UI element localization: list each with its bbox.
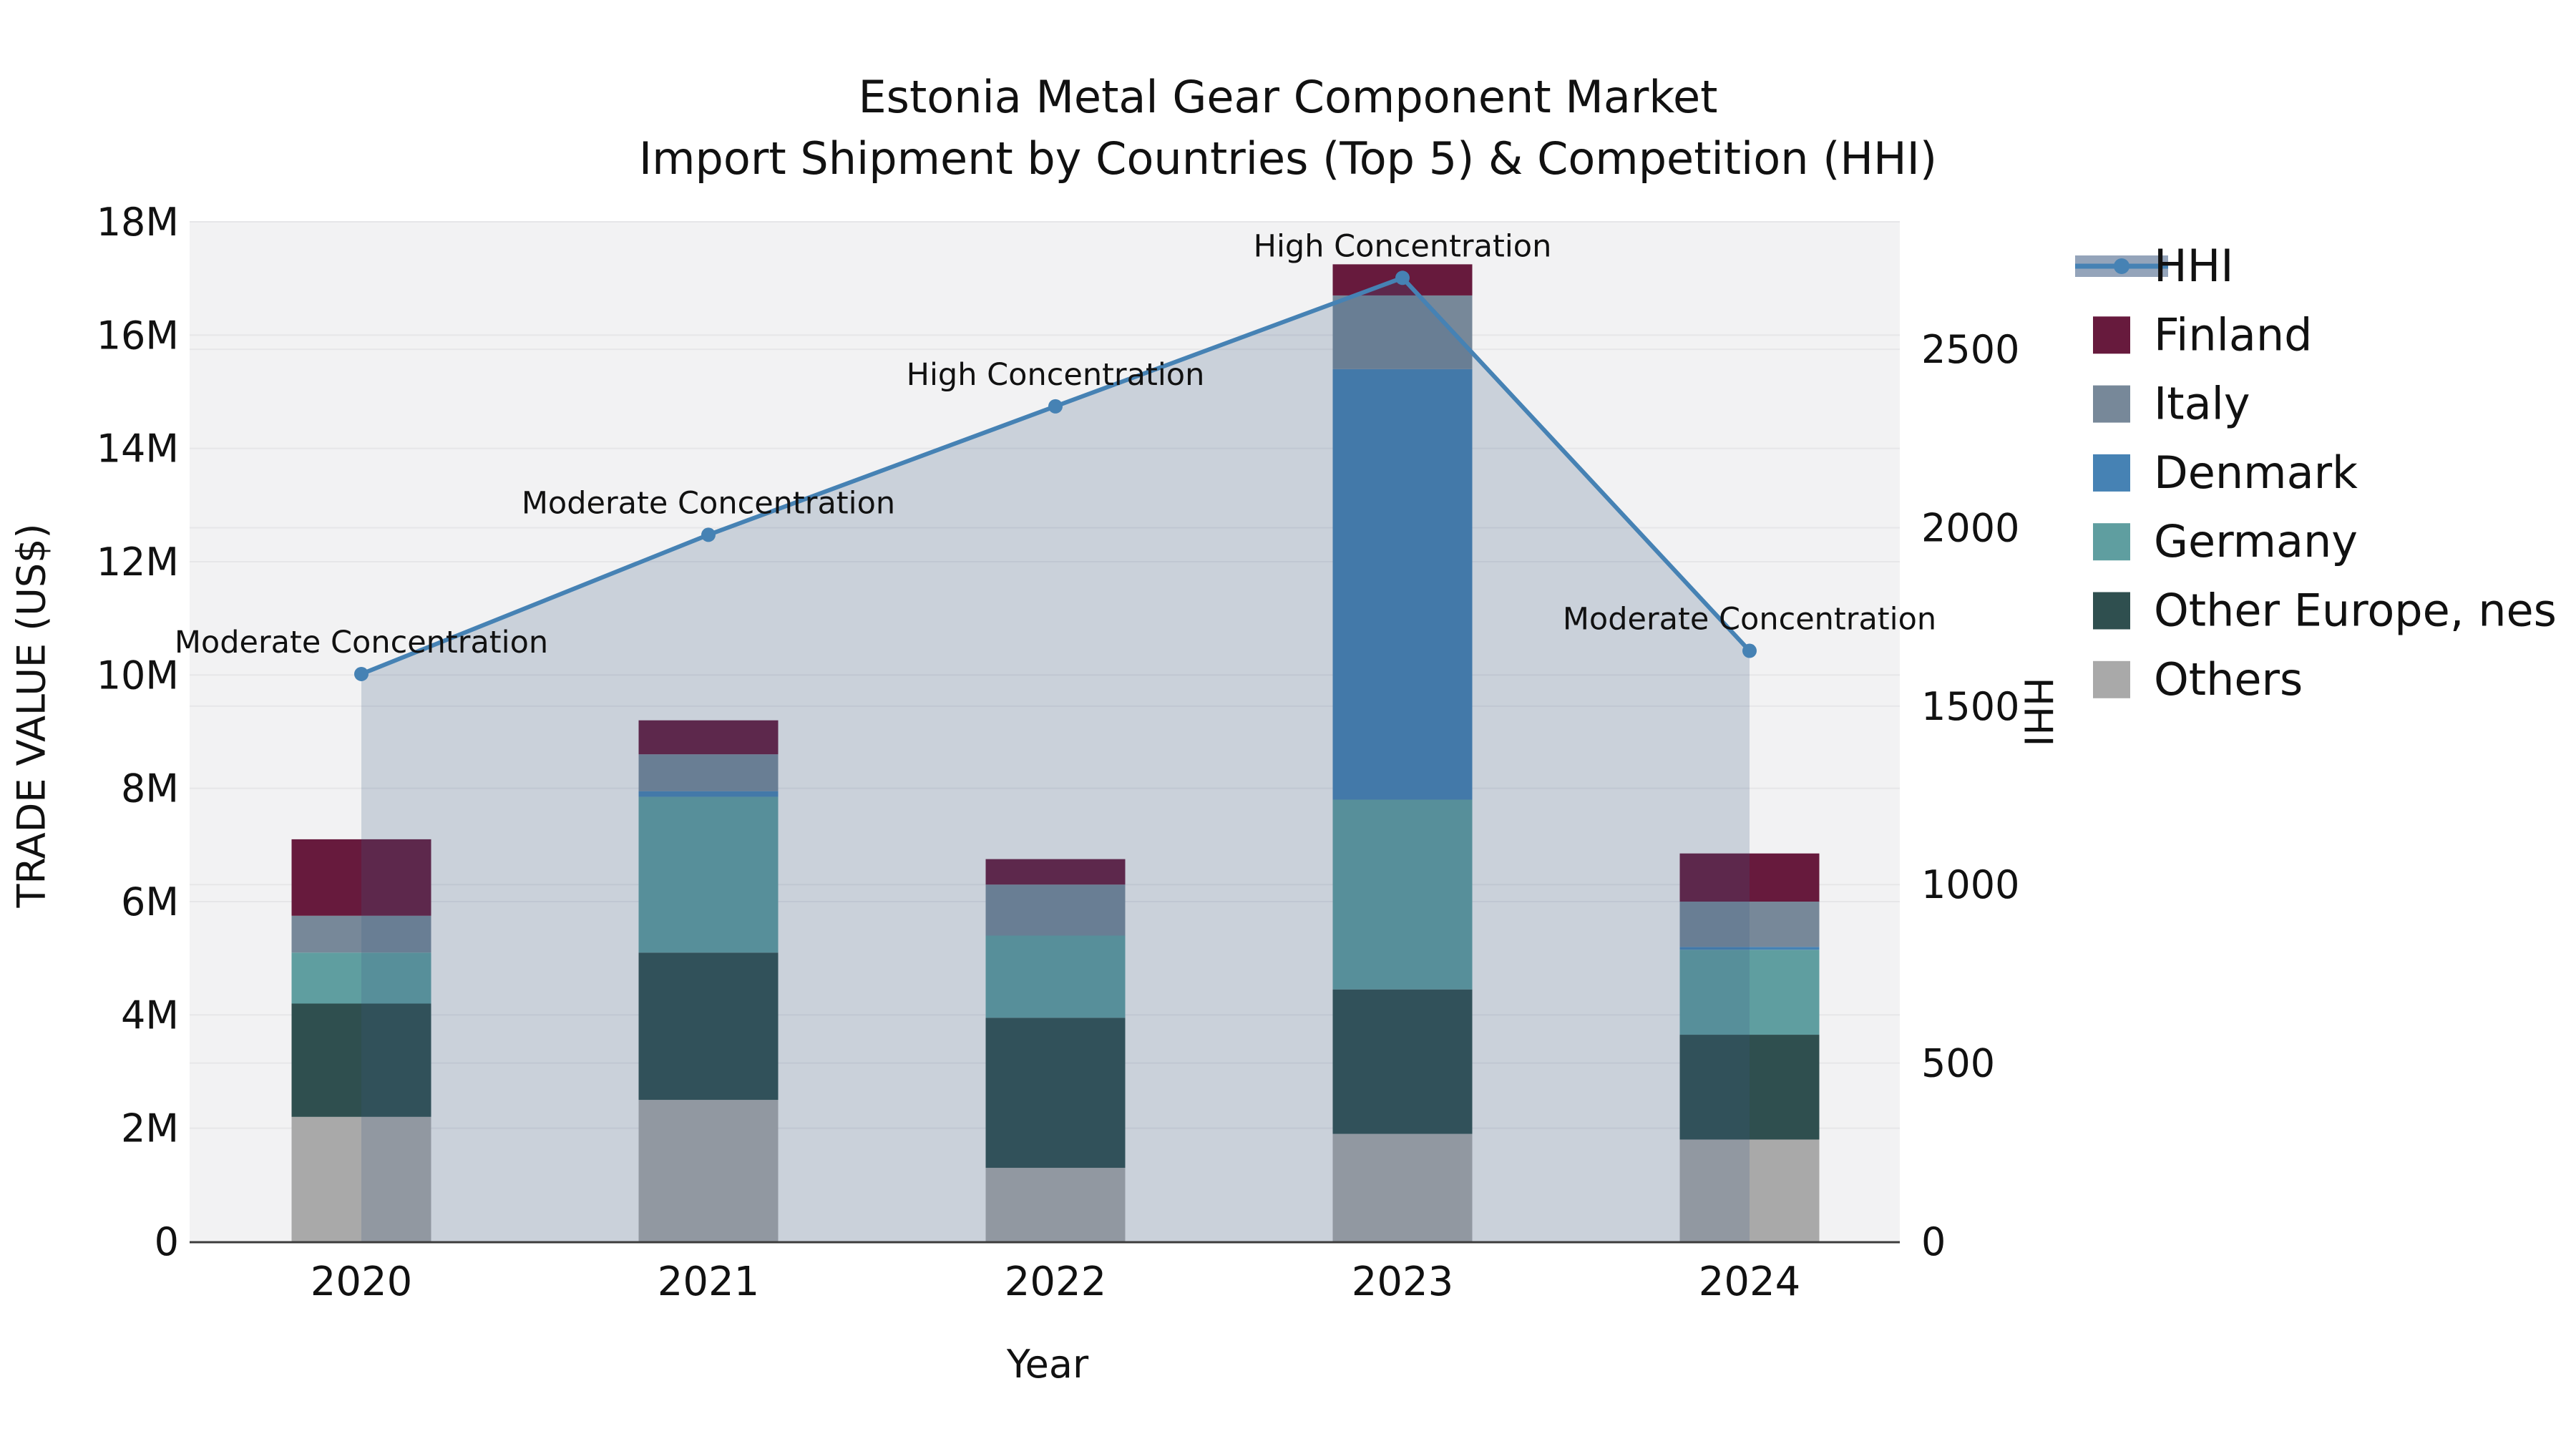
legend-item-germany: Germany	[2093, 515, 2358, 567]
right-tick-0: 0	[1921, 1219, 1946, 1264]
bar-segment-other-europe-nes-2022	[985, 1018, 1126, 1169]
left-tick-16M: 16M	[97, 313, 179, 358]
annotations: Moderate Concentration Moderate Concentra…	[175, 228, 1936, 660]
bar-segment-others-2022	[985, 1168, 1126, 1241]
bar-segment-others-2020	[291, 1116, 431, 1241]
bar-segment-germany-2022	[985, 935, 1126, 1018]
legend-swatch-other-europe-nes	[2093, 592, 2130, 630]
x-tick-2023: 2023	[1352, 1259, 1454, 1305]
right-tick-500: 500	[1921, 1041, 1995, 1086]
legend-item-finland: Finland	[2093, 308, 2313, 361]
bar-segment-italy-2023	[1332, 295, 1473, 369]
legend-item-others: Others	[2093, 653, 2303, 706]
hhi-marker-2024	[1742, 643, 1757, 658]
left-tick-2M: 2M	[121, 1106, 179, 1151]
legend-label-denmark: Denmark	[2154, 447, 2358, 499]
bar-segment-finland-2022	[985, 859, 1126, 885]
legend-item-italy: Italy	[2093, 378, 2250, 430]
bar-segment-others-2023	[1332, 1133, 1473, 1241]
bar-segment-germany-2024	[1679, 950, 1820, 1035]
legend-label-others: Others	[2154, 653, 2303, 706]
legend-hhi-marker-sample	[2114, 258, 2129, 274]
right-tick-1000: 1000	[1921, 862, 2019, 907]
left-tick-10M: 10M	[97, 653, 179, 698]
bar-segment-others-2024	[1679, 1139, 1820, 1241]
legend-label-hhi: HHI	[2154, 240, 2234, 292]
bar-segment-denmark-2024	[1679, 947, 1820, 950]
legend-item-other-europe-nes: Other Europe, nes	[2093, 585, 2557, 637]
annotation-2020: Moderate Concentration	[175, 625, 548, 660]
bar-segment-finland-2020	[291, 839, 431, 916]
left-tick-18M: 18M	[97, 200, 179, 245]
legend-item-denmark: Denmark	[2093, 447, 2358, 499]
legend-swatch-denmark	[2093, 454, 2130, 492]
bar-segment-italy-2020	[291, 915, 431, 953]
bars	[291, 264, 1820, 1241]
bar-segment-finland-2021	[638, 720, 779, 755]
bar-segment-germany-2020	[291, 952, 431, 1004]
bar-segment-germany-2021	[638, 796, 779, 953]
annotation-2022: High Concentration	[907, 357, 1205, 393]
annotation-2024: Moderate Concentration	[1563, 602, 1936, 638]
bar-segment-denmark-2021	[638, 791, 779, 797]
x-tick-2024: 2024	[1699, 1259, 1801, 1305]
bar-segment-italy-2024	[1679, 902, 1820, 947]
left-tick-6M: 6M	[121, 879, 179, 924]
bar-segment-other-europe-nes-2021	[638, 952, 779, 1101]
bar-segment-other-europe-nes-2023	[1332, 989, 1473, 1134]
bar-segment-germany-2023	[1332, 799, 1473, 990]
legend-swatch-finland	[2093, 316, 2130, 354]
bar-segment-italy-2022	[985, 884, 1126, 936]
hhi-markers	[354, 270, 1757, 681]
hhi-marker-2022	[1048, 399, 1063, 414]
right-axis-labels: 0 500 1000 1500 2000 2500	[1921, 327, 2019, 1264]
left-tick-4M: 4M	[121, 992, 179, 1038]
left-tick-14M: 14M	[97, 426, 179, 472]
legend-swatch-others	[2093, 660, 2130, 698]
legend-label-germany: Germany	[2154, 515, 2358, 567]
x-tick-2022: 2022	[1005, 1259, 1107, 1305]
bar-segment-finland-2024	[1679, 853, 1820, 902]
left-tick-12M: 12M	[97, 540, 179, 585]
right-tick-2000: 2000	[1921, 505, 2019, 550]
x-axis-labels: 2020 2021 2022 2023 2024	[311, 1259, 1801, 1305]
bar-segment-other-europe-nes-2024	[1679, 1035, 1820, 1140]
right-tick-1500: 1500	[1921, 684, 2019, 729]
x-tick-2020: 2020	[311, 1259, 413, 1305]
x-tick-2021: 2021	[658, 1259, 760, 1305]
right-tick-2500: 2500	[1921, 327, 2019, 372]
legend: HHI Finland Italy Denmark Germany Other Europ…	[2075, 240, 2557, 706]
left-tick-8M: 8M	[121, 766, 179, 811]
x-axis-title: Year	[1006, 1342, 1089, 1387]
legend-label-other-europe-nes: Other Europe, nes	[2154, 585, 2557, 637]
hhi-marker-2020	[354, 666, 369, 681]
chart-title-line-1: Estonia Metal Gear Component Market	[858, 71, 1718, 123]
bar-segment-denmark-2023	[1332, 369, 1473, 800]
bar-segment-others-2021	[638, 1100, 779, 1241]
hhi-area-fill	[361, 278, 1750, 1242]
legend-swatch-germany	[2093, 523, 2130, 561]
left-tick-0: 0	[155, 1219, 179, 1264]
hhi-marker-2023	[1395, 270, 1410, 286]
left-axis-labels: 0 2M 4M 6M 8M 10M 12M 14M 16M 18M	[97, 200, 179, 1264]
legend-item-hhi: HHI	[2075, 240, 2234, 292]
legend-label-italy: Italy	[2154, 378, 2250, 430]
legend-label-finland: Finland	[2154, 308, 2313, 361]
annotation-2023: High Concentration	[1254, 228, 1552, 264]
annotation-2021: Moderate Concentration	[522, 485, 895, 521]
bar-segment-other-europe-nes-2020	[291, 1003, 431, 1117]
chart-title-line-2: Import Shipment by Countries (Top 5) & C…	[638, 132, 1938, 185]
bar-segment-italy-2021	[638, 754, 779, 791]
legend-swatch-italy	[2093, 385, 2130, 423]
hhi-marker-2021	[701, 527, 716, 542]
